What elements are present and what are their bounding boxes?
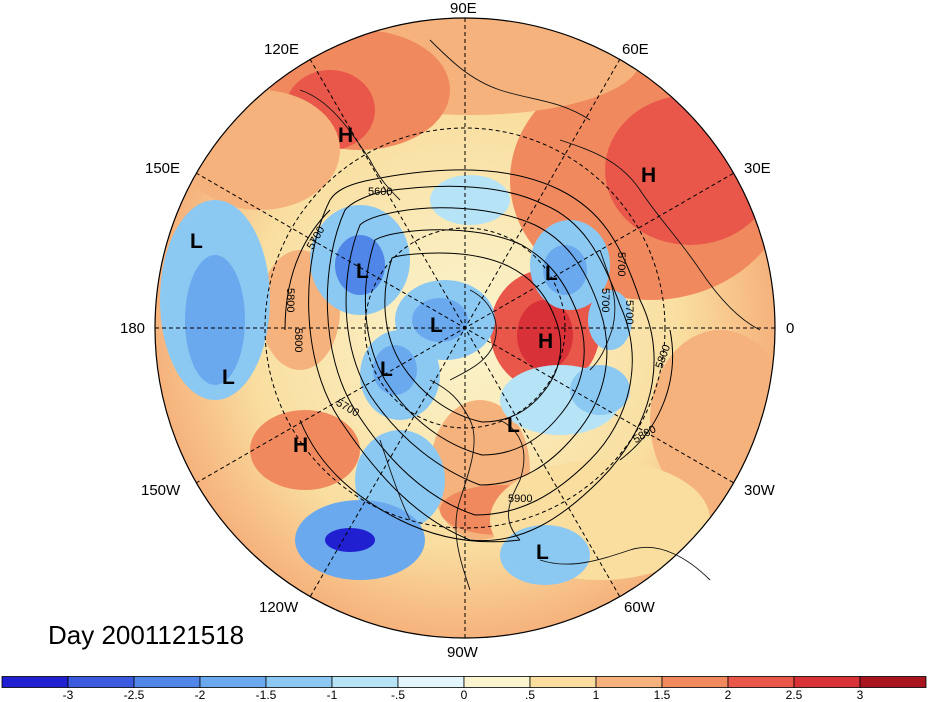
low-center: L [380, 358, 393, 381]
colorbar-tick-label: 0 [460, 688, 468, 702]
low-center: L [507, 414, 520, 437]
colorbar-swatch [265, 676, 333, 688]
colorbar-swatch [199, 676, 267, 688]
colorbar-tick-label: -1 [326, 688, 338, 702]
contour-label: 5700 [615, 252, 627, 276]
low-center: L [190, 230, 203, 253]
low-center: L [356, 260, 369, 283]
colorbar-swatch [661, 676, 729, 688]
low-center: L [430, 314, 443, 337]
colorbar-tick-label: -1.5 [255, 688, 277, 702]
lon-label-180: 180 [120, 320, 146, 337]
colorbar-tick-label: 3 [856, 688, 864, 702]
colorbar [1, 676, 927, 688]
lon-label-30w: 30W [744, 482, 775, 499]
colorbar-tick-label: 1.5 [653, 688, 671, 702]
colorbar-swatch [331, 676, 399, 688]
contour-label: 5700 [599, 288, 611, 312]
graticule [155, 18, 775, 638]
day-label: Day 2001121518 [48, 620, 245, 650]
colorbar-swatch [463, 676, 531, 688]
lon-label-60w: 60W [624, 599, 655, 616]
colorbar-swatch [1, 676, 69, 688]
lon-label-60e: 60E [622, 41, 649, 58]
contour-label: 5600 [368, 186, 392, 198]
high-center: H [538, 330, 553, 353]
low-center: L [222, 366, 235, 389]
map-boundary [154, 17, 776, 639]
colorbar-swatch [67, 676, 135, 688]
colorbar-swatch [529, 676, 597, 688]
colorbar-swatch [397, 676, 465, 688]
colorbar-swatch [595, 676, 663, 688]
colorbar-swatch [727, 676, 795, 688]
pressure-centers: H H H H L L L L L L L L [190, 124, 656, 564]
lon-label-120e: 120E [264, 41, 300, 58]
lon-label-0: 0 [786, 320, 795, 337]
colorbar-tick-label: 2.5 [785, 688, 803, 702]
colorbar-tick-label: -3 [62, 688, 74, 702]
colorbar-swatch [859, 676, 927, 688]
lon-label-150w: 150W [141, 482, 181, 499]
high-center: H [338, 124, 353, 147]
low-center: L [545, 262, 558, 285]
low-center: L [536, 541, 549, 564]
colorbar-swatch [133, 676, 201, 688]
lon-label-90e: 90E [450, 0, 477, 17]
lon-label-150e: 150E [145, 160, 181, 177]
colorbar-tick-label: 1 [592, 688, 600, 702]
contour-label: 5800 [284, 288, 296, 312]
contour-label: 5800 [292, 328, 304, 352]
colorbar-tick-label: -2 [194, 688, 206, 702]
contour-label: 5900 [508, 493, 532, 505]
high-center: H [293, 434, 308, 457]
polar-map: 5600 5700 5800 5800 5700 5700 5800 5800 … [154, 17, 776, 639]
lon-label-120w: 120W [259, 599, 299, 616]
anomaly-field [155, 18, 775, 638]
colorbar-tick-label: .5 [524, 688, 536, 702]
contour-label: 5700 [623, 300, 635, 324]
colorbar-tick-label: 2 [724, 688, 732, 702]
colorbar-swatch [793, 676, 861, 688]
lon-label-90w: 90W [447, 644, 478, 661]
colorbar-tick-label: -.5 [390, 688, 406, 702]
lon-label-30e: 30E [744, 160, 771, 177]
colorbar-tick-label: -2.5 [123, 688, 145, 702]
high-center: H [641, 164, 656, 187]
coastlines [299, 39, 761, 591]
